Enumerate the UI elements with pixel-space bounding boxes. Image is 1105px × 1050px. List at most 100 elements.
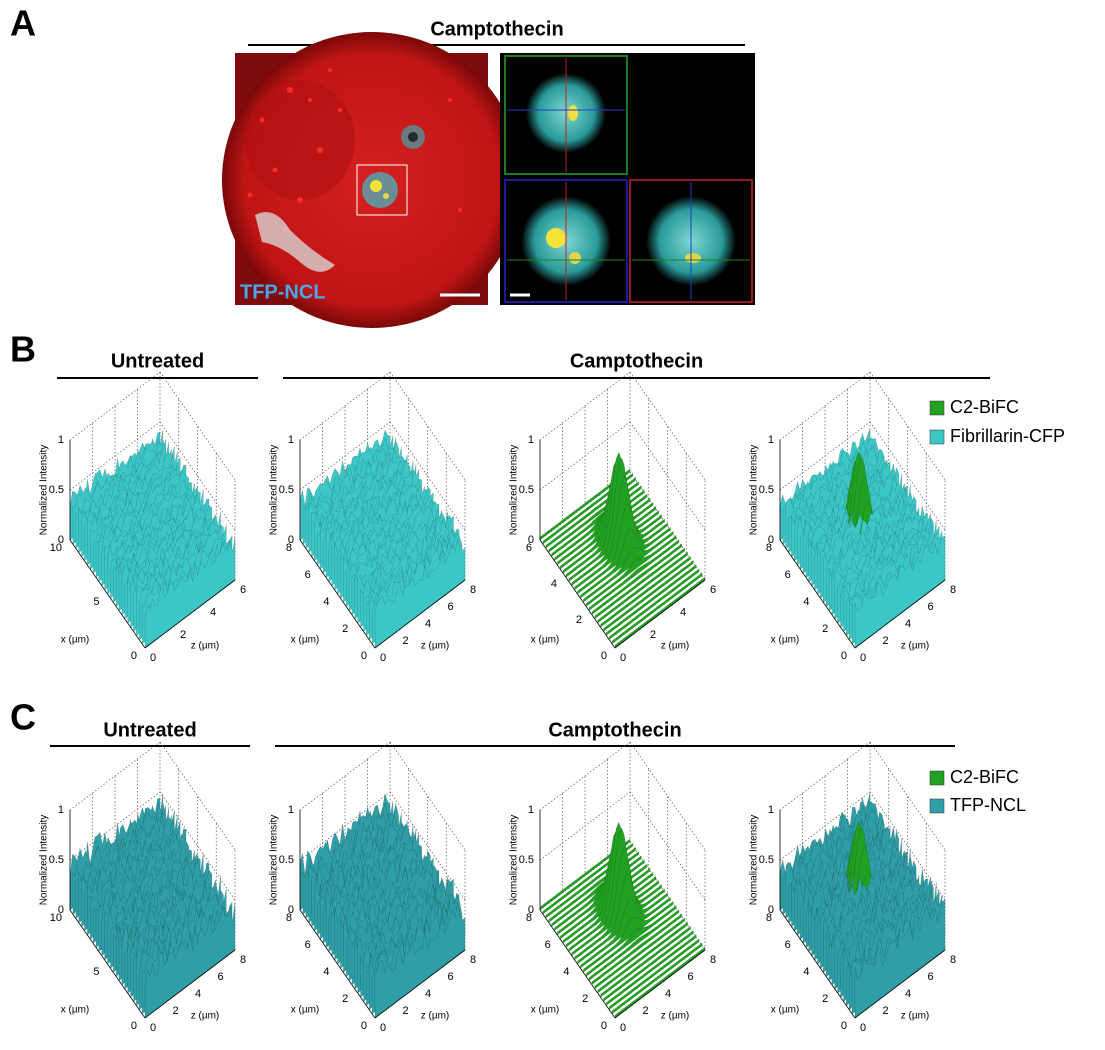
x-tick-label: 6: [545, 939, 551, 951]
x-tick-label: 8: [766, 912, 772, 924]
x-tick-label: 0: [131, 650, 137, 662]
y-tick-label: 4: [905, 618, 911, 630]
z-tick-label: 1: [288, 804, 294, 816]
x-axis-label: x (µm): [531, 1005, 560, 1016]
x-tick-label: 2: [342, 623, 348, 635]
surface-plot: 00.51051002468Normalized Intensityx (µm)…: [39, 742, 246, 1034]
y-tick-label: 2: [180, 629, 186, 641]
y-tick-label: 0: [380, 652, 386, 664]
legend-swatch: [930, 401, 944, 415]
z-tick-label: 0.5: [519, 484, 534, 496]
x-axis-label: x (µm): [771, 1005, 800, 1016]
x-tick-label: 0: [361, 650, 367, 662]
legend-label: Fibrillarin-CFP: [950, 426, 1065, 446]
legend-label: TFP-NCL: [950, 795, 1026, 815]
x-tick-label: 2: [342, 993, 348, 1005]
z-tick-label: 0.5: [759, 854, 774, 866]
y-tick-label: 6: [448, 601, 454, 613]
z-tick-label: 0.5: [49, 484, 64, 496]
y-tick-label: 6: [688, 971, 694, 983]
x-tick-label: 2: [576, 614, 582, 626]
x-tick-label: 8: [286, 542, 292, 554]
x-tick-label: 5: [93, 966, 99, 978]
legend-swatch: [930, 771, 944, 785]
x-axis-label: x (µm): [61, 635, 90, 646]
x-tick-label: 2: [822, 623, 828, 635]
y-tick-label: 0: [620, 652, 626, 664]
x-tick-label: 5: [93, 596, 99, 608]
panel-letter: B: [10, 329, 36, 370]
y-axis-label: z (µm): [661, 1011, 690, 1022]
z-axis-label: Normalized Intensity: [269, 445, 280, 536]
x-tick-label: 8: [286, 912, 292, 924]
y-tick-label: 4: [425, 988, 431, 1000]
x-tick-label: 4: [803, 966, 809, 978]
y-axis-label: z (µm): [191, 1011, 220, 1022]
y-tick-label: 4: [195, 988, 201, 1000]
x-tick-label: 4: [563, 966, 569, 978]
z-axis-label: Normalized Intensity: [749, 815, 760, 906]
x-tick-label: 4: [803, 596, 809, 608]
figure: A Camptothecin TFP-NCL: [0, 0, 1105, 1050]
micrograph: TFP-NCL: [222, 32, 522, 328]
group-title: Untreated: [103, 719, 196, 741]
y-axis-label: z (µm): [421, 1011, 450, 1022]
legend-label: C2-BiFC: [950, 767, 1019, 787]
y-axis-label: z (µm): [901, 1011, 930, 1022]
y-axis-label: z (µm): [421, 641, 450, 652]
panel-title: Camptothecin: [430, 18, 563, 40]
z-axis-label: Normalized Intensity: [509, 445, 520, 536]
z-tick-label: 1: [58, 434, 64, 446]
y-tick-label: 0: [860, 652, 866, 664]
y-tick-label: 0: [150, 1022, 156, 1034]
z-tick-label: 0.5: [49, 854, 64, 866]
x-tick-label: 4: [323, 966, 329, 978]
y-tick-label: 4: [680, 607, 686, 619]
x-axis-label: x (µm): [291, 1005, 320, 1016]
y-tick-label: 6: [448, 971, 454, 983]
x-tick-label: 0: [601, 1020, 607, 1032]
x-tick-label: 6: [305, 939, 311, 951]
y-axis-label: z (µm): [901, 641, 930, 652]
x-tick-label: 8: [526, 912, 532, 924]
z-tick-label: 1: [528, 434, 534, 446]
x-tick-label: 0: [841, 650, 847, 662]
y-tick-label: 4: [665, 988, 671, 1000]
x-axis-label: x (µm): [771, 635, 800, 646]
y-tick-label: 2: [403, 1005, 409, 1017]
x-tick-label: 2: [582, 993, 588, 1005]
z-tick-label: 0.5: [279, 484, 294, 496]
x-tick-label: 6: [785, 939, 791, 951]
y-axis-label: z (µm): [661, 641, 690, 652]
x-tick-label: 0: [841, 1020, 847, 1032]
y-tick-label: 4: [425, 618, 431, 630]
y-tick-label: 0: [380, 1022, 386, 1034]
y-tick-label: 8: [950, 954, 956, 966]
group-title: Untreated: [111, 350, 204, 372]
x-tick-label: 8: [766, 542, 772, 554]
z-tick-label: 0.5: [759, 484, 774, 496]
x-tick-label: 0: [361, 1020, 367, 1032]
group-title: Camptothecin: [570, 350, 703, 372]
y-tick-label: 6: [240, 584, 246, 596]
x-tick-label: 0: [131, 1020, 137, 1032]
x-tick-label: 6: [785, 569, 791, 581]
x-axis-label: x (µm): [61, 1005, 90, 1016]
y-tick-label: 2: [403, 635, 409, 647]
y-tick-label: 2: [883, 635, 889, 647]
z-tick-label: 1: [768, 804, 774, 816]
y-tick-label: 8: [950, 584, 956, 596]
y-tick-label: 8: [240, 954, 246, 966]
y-tick-label: 6: [218, 971, 224, 983]
y-tick-label: 8: [470, 954, 476, 966]
surface-plot: 00.5105100246Normalized Intensityx (µm)z…: [39, 372, 246, 664]
z-tick-label: 1: [768, 434, 774, 446]
y-tick-label: 6: [710, 584, 716, 596]
y-axis-label: z (µm): [191, 641, 220, 652]
panel-letter: C: [10, 697, 36, 738]
y-tick-label: 2: [643, 1005, 649, 1017]
z-tick-label: 1: [58, 804, 64, 816]
